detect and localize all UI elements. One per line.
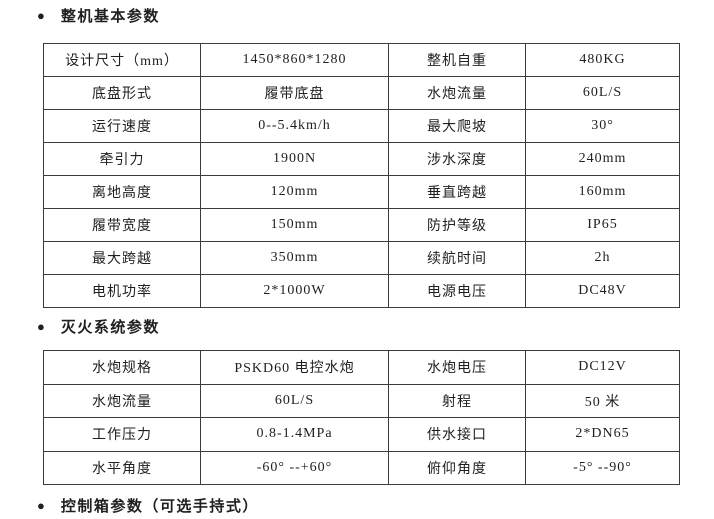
param-label-cell: 涉水深度 [388,142,526,176]
param-value-cell: PSKD60 电控水炮 [200,350,389,385]
param-value-cell: DC12V [525,350,680,385]
section-title: 整机基本参数 [60,9,160,25]
table-row: 运行速度 0--5.4km/h 最大爬坡 30° [43,109,680,143]
machine-params-table: 设计尺寸（mm） 1450*860*1280 整机自重 480KG 底盘形式 履带底盘 水炮… [43,43,680,308]
table-row: 电机功率 2*1000W 电源电压 DC48V [43,274,680,308]
table-row: 离地高度 120mm 垂直跨越 160mm [43,175,680,209]
param-label-cell: 水平角度 [43,450,201,485]
param-label-cell: 射程 [388,383,526,418]
param-label-cell: 防护等级 [388,208,526,242]
param-label-cell: 水炮电压 [388,350,526,385]
param-value-cell: DC48V [525,274,680,308]
param-value-cell: 履带底盘 [200,76,389,110]
param-value-cell: 60L/S [525,76,680,110]
table-row: 水平角度 -60° --+60° 俯仰角度 -5° --90° [43,450,680,485]
table-row: 履带宽度 150mm 防护等级 IP65 [43,208,680,242]
param-value-cell: 120mm [200,175,389,209]
table-row: 水炮规格 PSKD60 电控水炮 水炮电压 DC12V [43,350,680,385]
param-value-cell: IP65 [525,208,680,242]
section-header-fire-system-params: ● 灭火系统参数 [37,316,160,337]
param-label-cell: 整机自重 [388,43,526,77]
param-value-cell: 2*DN65 [525,417,680,452]
param-label-cell: 水炮流量 [43,383,201,418]
section-header-control-box-params: ● 控制箱参数（可选手持式） [37,495,259,516]
param-label-cell: 离地高度 [43,175,201,209]
param-value-cell: 30° [525,109,680,143]
param-value-cell: 0--5.4km/h [200,109,389,143]
param-label-cell: 最大爬坡 [388,109,526,143]
param-value-cell: 150mm [200,208,389,242]
param-value-cell: 240mm [525,142,680,176]
table-row: 最大跨越 350mm 续航时间 2h [43,241,680,275]
param-value-cell: 60L/S [200,383,389,418]
param-value-cell: 50 米 [525,383,680,418]
section-title: 灭火系统参数 [60,320,160,336]
param-value-cell: 480KG [525,43,680,77]
table-row: 工作压力 0.8-1.4MPa 供水接口 2*DN65 [43,417,680,452]
table-row: 水炮流量 60L/S 射程 50 米 [43,383,680,418]
param-label-cell: 水炮流量 [388,76,526,110]
param-value-cell: 1450*860*1280 [200,43,389,77]
section-title: 控制箱参数（可选手持式） [60,499,259,515]
param-label-cell: 牵引力 [43,142,201,176]
param-label-cell: 底盘形式 [43,76,201,110]
param-label-cell: 续航时间 [388,241,526,275]
table-row: 底盘形式 履带底盘 水炮流量 60L/S [43,76,680,110]
param-label-cell: 垂直跨越 [388,175,526,209]
param-label-cell: 设计尺寸（mm） [43,43,201,77]
param-label-cell: 运行速度 [43,109,201,143]
table-row: 牵引力 1900N 涉水深度 240mm [43,142,680,176]
param-value-cell: -60° --+60° [200,450,389,485]
param-label-cell: 电源电压 [388,274,526,308]
param-value-cell: 160mm [525,175,680,209]
table-row: 设计尺寸（mm） 1450*860*1280 整机自重 480KG [43,43,680,77]
param-label-cell: 电机功率 [43,274,201,308]
bullet-icon: ● [37,319,45,334]
bullet-icon: ● [37,498,45,513]
param-label-cell: 最大跨越 [43,241,201,275]
bullet-icon: ● [37,8,45,23]
param-label-cell: 供水接口 [388,417,526,452]
param-label-cell: 工作压力 [43,417,201,452]
param-value-cell: -5° --90° [525,450,680,485]
param-value-cell: 0.8-1.4MPa [200,417,389,452]
param-value-cell: 2*1000W [200,274,389,308]
param-value-cell: 350mm [200,241,389,275]
param-value-cell: 1900N [200,142,389,176]
param-value-cell: 2h [525,241,680,275]
param-label-cell: 俯仰角度 [388,450,526,485]
fire-system-params-table: 水炮规格 PSKD60 电控水炮 水炮电压 DC12V 水炮流量 60L/S 射程 50 米工… [43,350,680,485]
param-label-cell: 履带宽度 [43,208,201,242]
section-header-machine-params: ● 整机基本参数 [37,5,160,26]
param-label-cell: 水炮规格 [43,350,201,385]
